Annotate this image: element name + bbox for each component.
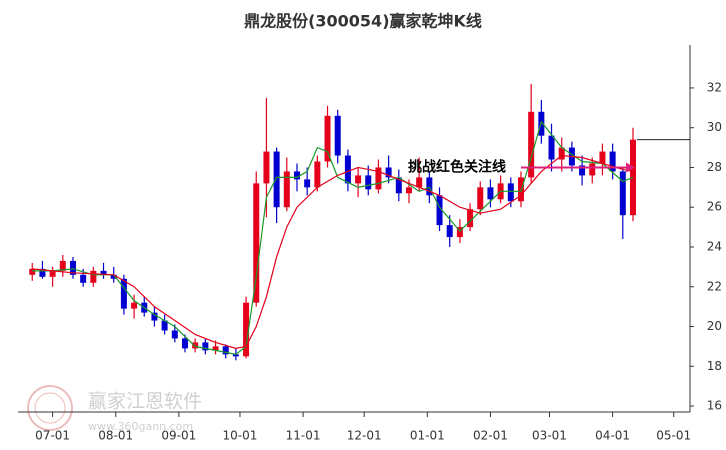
x-tick-label: 04-01 — [595, 429, 630, 443]
candle-body — [355, 175, 362, 184]
y-tick-label: 26 — [707, 200, 722, 214]
candle-body — [426, 177, 433, 196]
y-tick-label: 20 — [707, 319, 722, 333]
candle-body — [222, 346, 229, 355]
candle-body — [90, 270, 97, 283]
watermark-logo-inner — [34, 392, 66, 424]
candle-body — [29, 268, 36, 275]
watermark-name: 赢家江恩软件 — [88, 391, 202, 413]
candle-body — [334, 115, 341, 156]
moving-average-line — [32, 154, 634, 349]
candle-body — [171, 330, 178, 339]
candle-body — [80, 274, 87, 283]
candle-body — [344, 155, 351, 184]
candle-body — [456, 227, 463, 238]
y-tick-label: 30 — [707, 120, 722, 134]
moving-average-line — [32, 120, 634, 355]
candle-body — [39, 268, 46, 277]
candle-body — [416, 177, 423, 188]
candle-body — [619, 171, 626, 216]
candle-body — [243, 302, 250, 357]
candle-body — [507, 183, 514, 202]
y-tick-label: 16 — [707, 399, 722, 413]
candle-body — [232, 354, 239, 357]
x-tick-label: 05-01 — [656, 429, 691, 443]
candle-body — [110, 274, 117, 279]
candle-body — [589, 163, 596, 176]
candle-body — [151, 312, 158, 321]
candle-body — [273, 151, 280, 208]
x-tick-label: 02-01 — [473, 429, 508, 443]
x-tick-label: 01-01 — [410, 429, 445, 443]
candle-body — [202, 342, 209, 351]
candle-body — [69, 260, 76, 275]
x-tick-label: 03-01 — [532, 429, 567, 443]
candle-body — [49, 270, 56, 277]
x-tick-label: 12-01 — [347, 429, 382, 443]
chart-title: 鼎龙股份(300054)赢家乾坤K线 — [244, 12, 482, 31]
annotation-text: 挑战红色关注线 — [408, 158, 506, 175]
candle-body — [181, 338, 188, 349]
candle-body — [548, 135, 555, 160]
x-tick-label: 07-01 — [35, 429, 70, 443]
watermark-url: www.360gann.com — [88, 420, 193, 433]
candle-body — [314, 161, 321, 188]
y-tick-label: 28 — [707, 160, 722, 174]
candle-body — [59, 260, 66, 271]
candle-body — [436, 195, 443, 226]
y-tick-label: 24 — [707, 239, 722, 253]
candle-body — [161, 320, 168, 331]
candle-body — [528, 111, 535, 178]
candle-body — [487, 187, 494, 200]
candle-body — [395, 177, 402, 194]
candle-body — [100, 270, 107, 275]
y-tick-label: 18 — [707, 359, 722, 373]
candle-body — [263, 151, 270, 184]
candle-body — [599, 151, 606, 164]
candle-body — [253, 183, 260, 303]
watermark: 赢家江恩软件 www.360gann.com — [27, 385, 202, 433]
candle-body — [131, 302, 138, 309]
candle-body — [365, 175, 372, 190]
annotation-arrowhead — [626, 162, 636, 173]
candle-body — [192, 342, 199, 349]
candle-body — [477, 187, 484, 210]
candle-body — [212, 346, 219, 351]
watermark-logo — [27, 385, 73, 431]
candle-body — [324, 115, 331, 162]
candle-body — [609, 151, 616, 172]
y-tick-label: 22 — [707, 279, 722, 293]
x-tick-label: 11-01 — [286, 429, 321, 443]
candle-body — [304, 179, 311, 188]
candle-body — [405, 187, 412, 194]
candle-body — [446, 225, 453, 238]
candle-body — [579, 165, 586, 176]
candle-body — [558, 147, 565, 160]
candle-body — [120, 278, 127, 309]
x-tick-label: 08-01 — [98, 429, 133, 443]
candle-body — [375, 167, 382, 190]
x-tick-label: 10-01 — [223, 429, 258, 443]
y-tick-label: 32 — [707, 80, 722, 94]
candle-body — [467, 209, 474, 228]
candle-body — [293, 171, 300, 180]
candle-body — [283, 171, 290, 208]
candle-body — [385, 167, 392, 178]
x-tick-label: 09-01 — [161, 429, 196, 443]
